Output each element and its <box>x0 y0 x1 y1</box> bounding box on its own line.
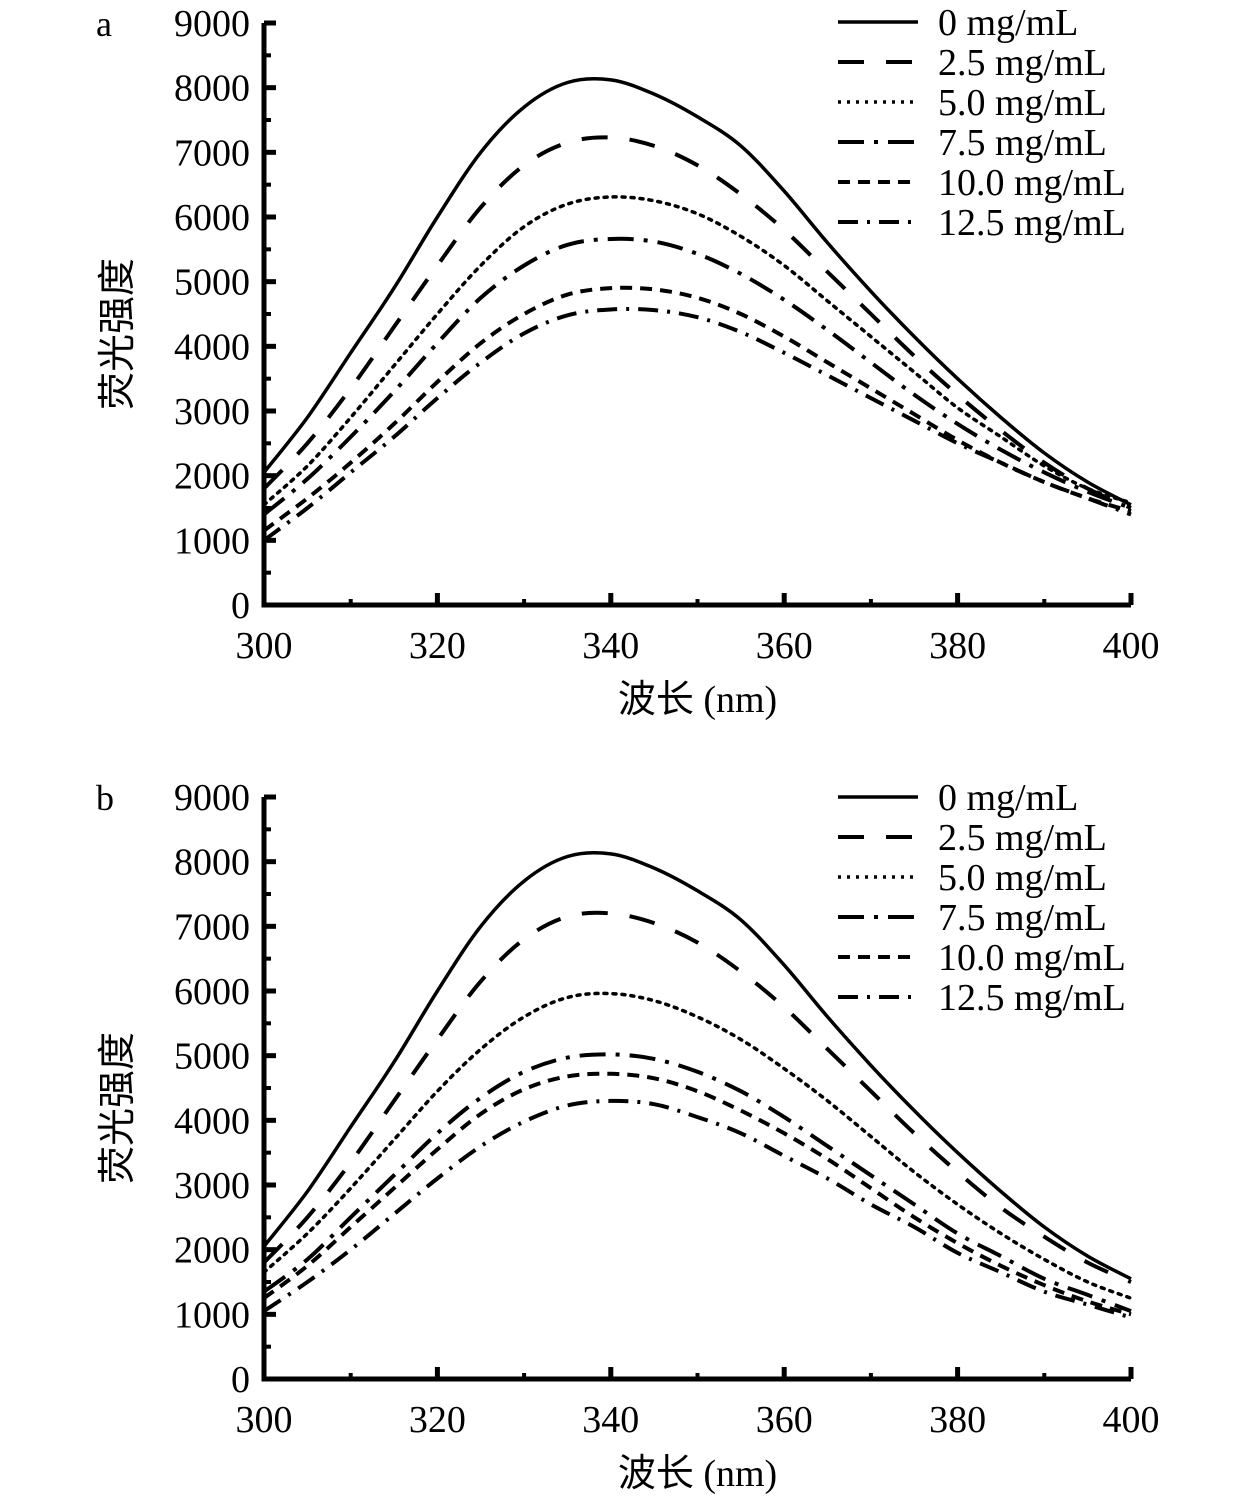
series-line-2-5-mg-ml <box>262 910 1132 1284</box>
x-tick-label: 340 <box>582 1399 639 1441</box>
series-line-5-0-mg-ml <box>262 195 1133 507</box>
series-line-2-5-mg-ml <box>262 135 1132 510</box>
y-tick-label: 9000 <box>174 777 250 819</box>
x-axis-title: 波长 (nm) <box>618 1453 777 1495</box>
y-tick-label: 0 <box>231 1359 250 1401</box>
series-line-5-0-mg-ml <box>262 991 1133 1300</box>
y-tick-label: 9000 <box>174 3 250 45</box>
legend-label: 10.0 mg/mL <box>938 162 1126 204</box>
series-line-7-5-mg-ml <box>262 236 1132 517</box>
legend-label: 12.5 mg/mL <box>938 202 1126 244</box>
y-tick-label: 6000 <box>174 971 250 1013</box>
legend-label: 2.5 mg/mL <box>938 42 1107 84</box>
series-line-12-5-mg-ml <box>262 1098 1132 1320</box>
x-tick-label: 400 <box>1103 625 1160 667</box>
y-tick-label: 8000 <box>174 68 250 110</box>
y-tick-label: 3000 <box>174 1165 250 1207</box>
y-tick-label: 1000 <box>174 1294 250 1336</box>
x-tick-label: 400 <box>1103 1399 1160 1441</box>
x-tick-label: 320 <box>409 625 466 667</box>
x-tick-label: 340 <box>582 625 639 667</box>
x-tick-label: 380 <box>929 1399 986 1441</box>
y-axis-title: 荧光强度 <box>97 1032 139 1184</box>
y-tick-label: 4000 <box>174 326 250 368</box>
legend-label: 0 mg/mL <box>938 777 1078 819</box>
legend-label: 0 mg/mL <box>938 2 1078 44</box>
series-line-0-mg-ml <box>262 76 1132 507</box>
y-tick-label: 2000 <box>174 1230 250 1272</box>
y-tick-label: 8000 <box>174 842 250 884</box>
series-line-10-0-mg-ml <box>262 1071 1132 1317</box>
y-tick-label: 5000 <box>174 262 250 304</box>
panel-a: a 0 1000 2000 3000 4000 5000 6000 7000 8000 9000 30… <box>96 2 1160 721</box>
y-tick-label: 1000 <box>174 520 250 562</box>
x-tick-label: 360 <box>756 1399 813 1441</box>
series-line-12-5-mg-ml <box>262 306 1132 542</box>
series-line-7-5-mg-ml <box>262 1052 1132 1313</box>
y-axis-title: 荧光强度 <box>97 258 139 410</box>
x-tick-label: 360 <box>756 625 813 667</box>
y-tick-label: 7000 <box>174 906 250 948</box>
y-tick-label: 7000 <box>174 132 250 174</box>
y-tick-label: 4000 <box>174 1100 250 1142</box>
legend-label: 12.5 mg/mL <box>938 977 1126 1019</box>
x-axis-title: 波长 (nm) <box>618 679 777 721</box>
legend-label: 5.0 mg/mL <box>938 82 1107 124</box>
y-tick-label: 0 <box>231 585 250 627</box>
legend-label: 5.0 mg/mL <box>938 857 1107 899</box>
y-tick-label: 6000 <box>174 197 250 239</box>
legend-label: 2.5 mg/mL <box>938 817 1107 859</box>
legend-label: 7.5 mg/mL <box>938 897 1107 939</box>
x-tick-label: 380 <box>929 625 986 667</box>
panel-label: a <box>96 4 112 44</box>
y-tick-label: 2000 <box>174 456 250 498</box>
series-line-0-mg-ml <box>262 850 1132 1281</box>
y-tick-label: 3000 <box>174 391 250 433</box>
x-tick-label: 320 <box>409 1399 466 1441</box>
y-tick-label: 5000 <box>174 1036 250 1078</box>
legend-label: 10.0 mg/mL <box>938 937 1126 979</box>
panel-b: b 0 1000 2000 3000 4000 5000 6000 7000 8000 9000 30… <box>96 777 1160 1495</box>
x-tick-label: 300 <box>236 1399 293 1441</box>
panel-label: b <box>96 778 114 818</box>
x-tick-label: 300 <box>236 625 293 667</box>
legend-label: 7.5 mg/mL <box>938 122 1107 164</box>
